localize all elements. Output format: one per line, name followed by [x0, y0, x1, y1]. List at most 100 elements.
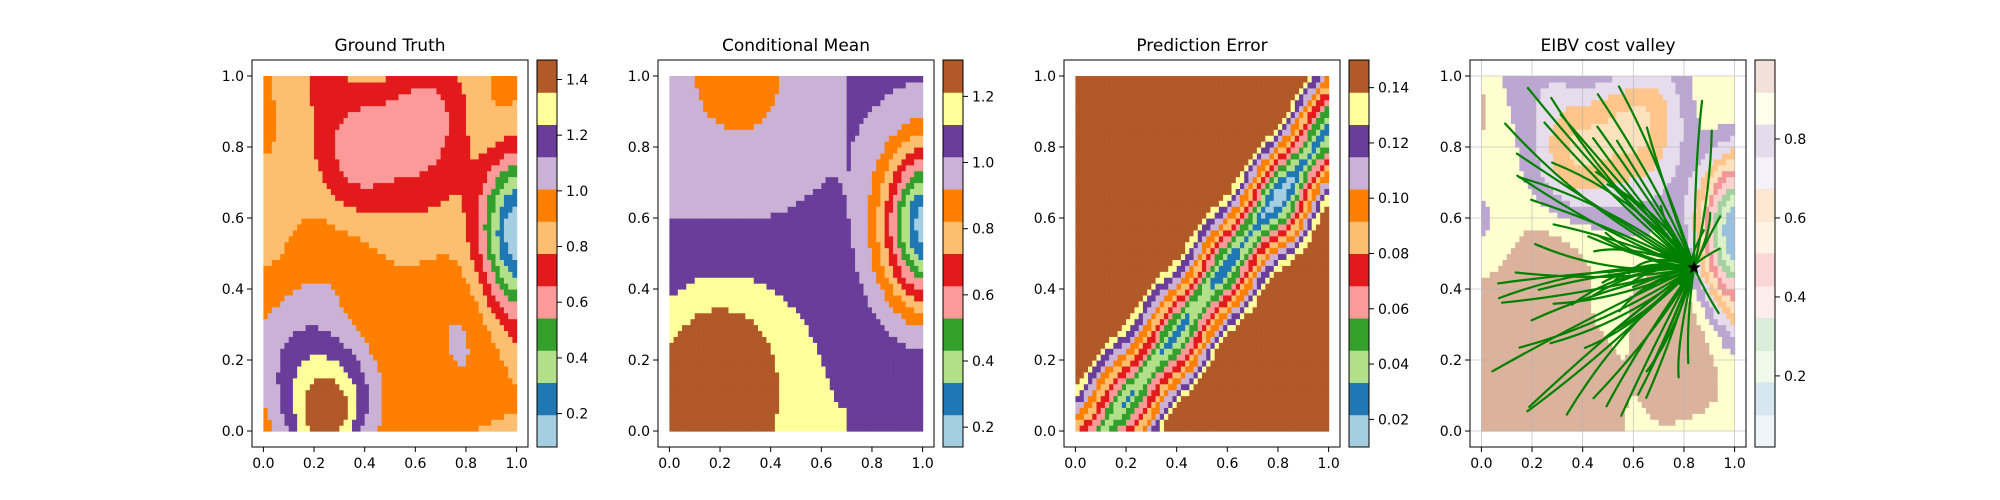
heatmap-cell [728, 324, 734, 332]
heatmap-cell [394, 300, 400, 308]
heatmap-cell [461, 129, 467, 136]
heatmap-cell [669, 383, 675, 391]
heatmap-cell [411, 135, 416, 142]
heatmap-cell [698, 318, 704, 326]
heatmap-cell [508, 336, 513, 343]
heatmap-cell [749, 111, 755, 118]
heatmap-cell [762, 413, 768, 420]
heatmap-cell [707, 277, 713, 284]
heatmap-cell [267, 81, 273, 89]
heatmap-cell [724, 300, 730, 308]
heatmap-cell [314, 377, 319, 385]
heatmap-cell [373, 235, 378, 243]
heatmap-cell [419, 395, 425, 403]
heatmap-cell [381, 265, 387, 272]
heatmap-cell [436, 212, 442, 219]
heatmap-cell [276, 182, 281, 190]
heatmap-cell [686, 111, 692, 118]
heatmap-cell [491, 146, 497, 154]
heatmap-cell [373, 265, 378, 272]
heatmap-cell [419, 93, 425, 101]
heatmap-cell [474, 300, 480, 308]
heatmap-cell [427, 312, 433, 320]
heatmap-cell [271, 383, 277, 391]
heatmap-cell [503, 253, 509, 261]
heatmap-cell [694, 146, 700, 154]
heatmap-cell [305, 217, 311, 225]
heatmap-cell [339, 360, 345, 367]
heatmap-cell [491, 306, 497, 314]
heatmap-cell [263, 324, 269, 332]
heatmap-cell [288, 413, 294, 420]
heatmap-cell [423, 389, 429, 397]
heatmap-cell [398, 235, 404, 243]
heatmap-cell [703, 141, 708, 148]
heatmap-cell [339, 259, 345, 266]
heatmap-cell [297, 253, 302, 261]
heatmap-cell [406, 271, 412, 278]
heatmap-cell [707, 188, 713, 195]
heatmap-cell [280, 277, 286, 284]
heatmap-cell [318, 241, 324, 249]
heatmap-cell [271, 395, 277, 403]
heatmap-cell [724, 235, 730, 243]
heatmap-cell [330, 294, 336, 302]
heatmap-cell [457, 176, 463, 184]
heatmap-cell [276, 164, 281, 172]
heatmap-cell [732, 217, 738, 225]
heatmap-cell [741, 377, 746, 385]
heatmap-cell [732, 164, 738, 172]
heatmap-cell [677, 206, 683, 213]
heatmap-cell [381, 87, 387, 95]
heatmap-cell [449, 365, 454, 373]
heatmap-cell [686, 306, 692, 314]
heatmap-cell [292, 164, 298, 172]
heatmap-cell [406, 300, 412, 308]
heatmap-cell [284, 294, 290, 302]
heatmap-cell [411, 365, 416, 373]
heatmap-cell [326, 371, 332, 379]
heatmap-cell [326, 300, 332, 308]
heatmap-cell [314, 401, 319, 408]
heatmap-cell [482, 348, 488, 355]
heatmap-cell [288, 111, 294, 118]
heatmap-cell [394, 312, 400, 320]
heatmap-cell [385, 135, 391, 142]
heatmap-cell [309, 141, 315, 148]
heatmap-cell [461, 87, 467, 95]
heatmap-cell [423, 330, 429, 337]
heatmap-cell [301, 425, 307, 432]
heatmap-cell [271, 413, 277, 420]
heatmap-cell [736, 419, 742, 426]
heatmap-cell [284, 75, 290, 83]
heatmap-cell [682, 241, 687, 249]
heatmap-cell [427, 371, 433, 379]
heatmap-cell [368, 312, 374, 320]
heatmap-cell [745, 217, 751, 225]
heatmap-cell [297, 217, 302, 225]
heatmap-cell [444, 223, 450, 231]
heatmap-cell [736, 395, 742, 403]
heatmap-cell [690, 194, 696, 201]
heatmap-cell [682, 389, 687, 397]
heatmap-cell [415, 371, 421, 379]
heatmap-cell [402, 200, 408, 207]
heatmap-cell [335, 371, 340, 379]
heatmap-cell [474, 253, 480, 261]
heatmap-cell [749, 170, 755, 178]
heatmap-cell [402, 212, 408, 219]
heatmap-cell [280, 87, 286, 95]
colorbar-tick-label: 0.6 [566, 295, 588, 311]
heatmap-cell [394, 75, 400, 83]
heatmap-cell [512, 271, 518, 278]
heatmap-cell [360, 200, 366, 207]
heatmap-cell [474, 111, 480, 118]
heatmap-cell [360, 75, 366, 83]
heatmap-cell [736, 360, 742, 367]
heatmap-cell [402, 117, 408, 124]
heatmap-cell [698, 277, 704, 284]
heatmap-cell [347, 123, 353, 130]
heatmap-cell [453, 81, 459, 89]
heatmap-cell [478, 99, 484, 107]
heatmap-cell [698, 217, 704, 225]
